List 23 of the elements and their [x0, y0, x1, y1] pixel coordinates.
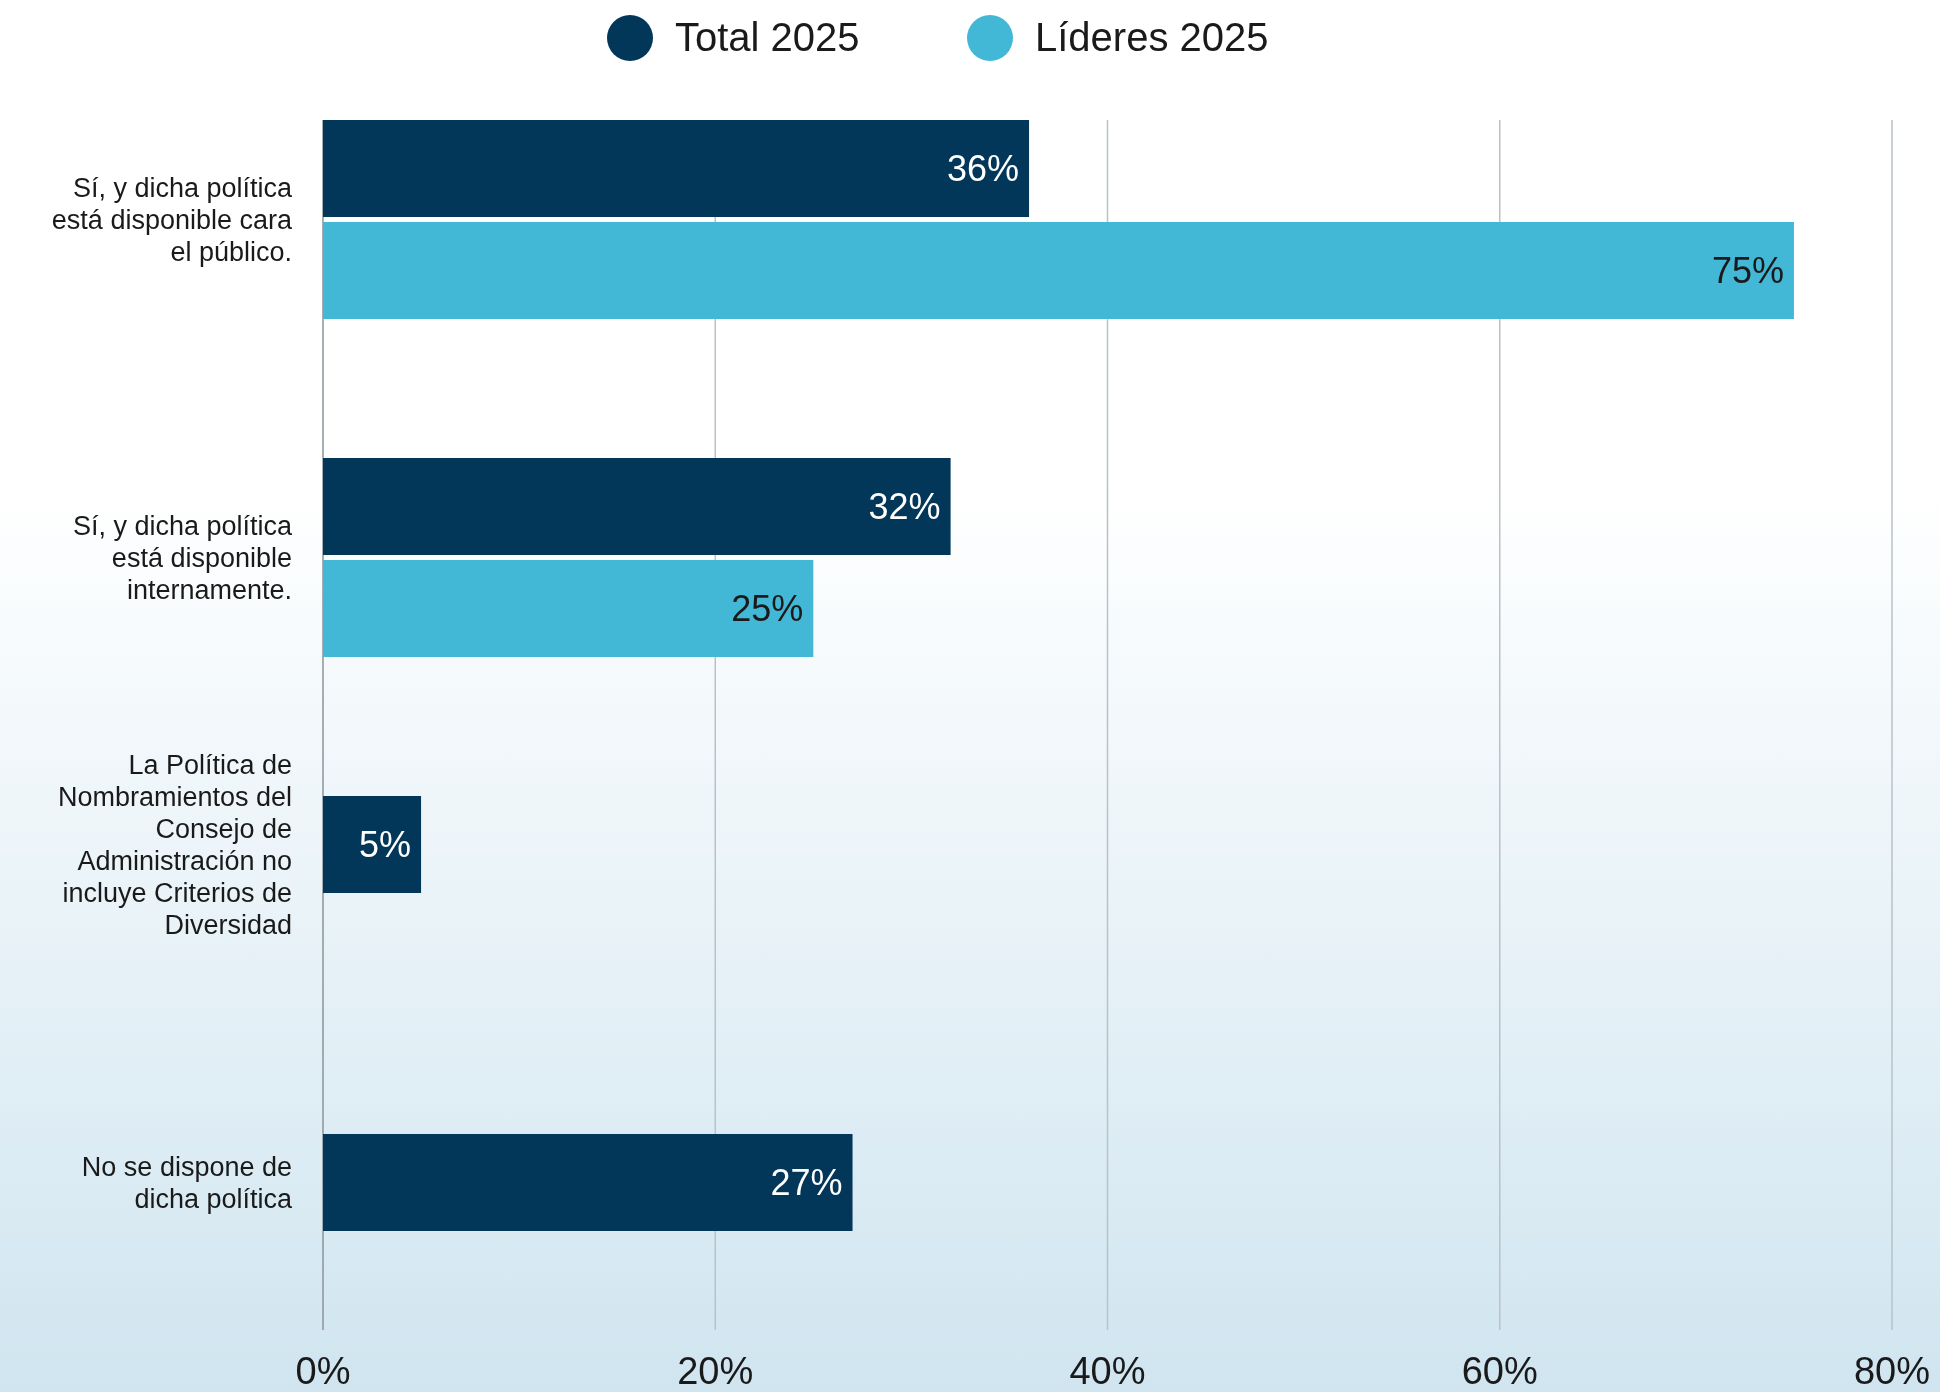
y-tick-label: No se dispone de dicha política: [81, 1151, 293, 1214]
text: 36%: [946, 147, 1020, 189]
y-tick-label: Sí, y dicha política está disponible internamente.: [72, 510, 293, 605]
bar: [323, 458, 951, 555]
x-tick-label: 60%: [1461, 1350, 1538, 1392]
x-tick-label: 0%: [295, 1350, 351, 1392]
bar: [323, 796, 422, 893]
bar: [323, 222, 1794, 319]
bar: [323, 1134, 853, 1231]
text: 25%: [731, 587, 804, 629]
x-tick-label: 40%: [1069, 1350, 1146, 1392]
bar: [323, 560, 814, 657]
y-tick-label: Sí, y dicha política está disponible cara el público.: [51, 172, 293, 267]
text: 27%: [770, 1161, 843, 1203]
text: 5%: [359, 823, 412, 865]
text: 32%: [868, 485, 941, 527]
bar: [323, 120, 1030, 217]
legend-label: Líderes 2025: [1035, 15, 1269, 59]
x-tick-label: 20%: [677, 1350, 754, 1392]
x-tick-label: 80%: [1853, 1350, 1931, 1392]
legend-label: Total 2025: [675, 15, 860, 59]
y-tick-label: La Política de Nombramientos del Consejo de Administración no incluye Criterios de Diversidad: [57, 749, 292, 940]
text: 75%: [1711, 249, 1784, 291]
